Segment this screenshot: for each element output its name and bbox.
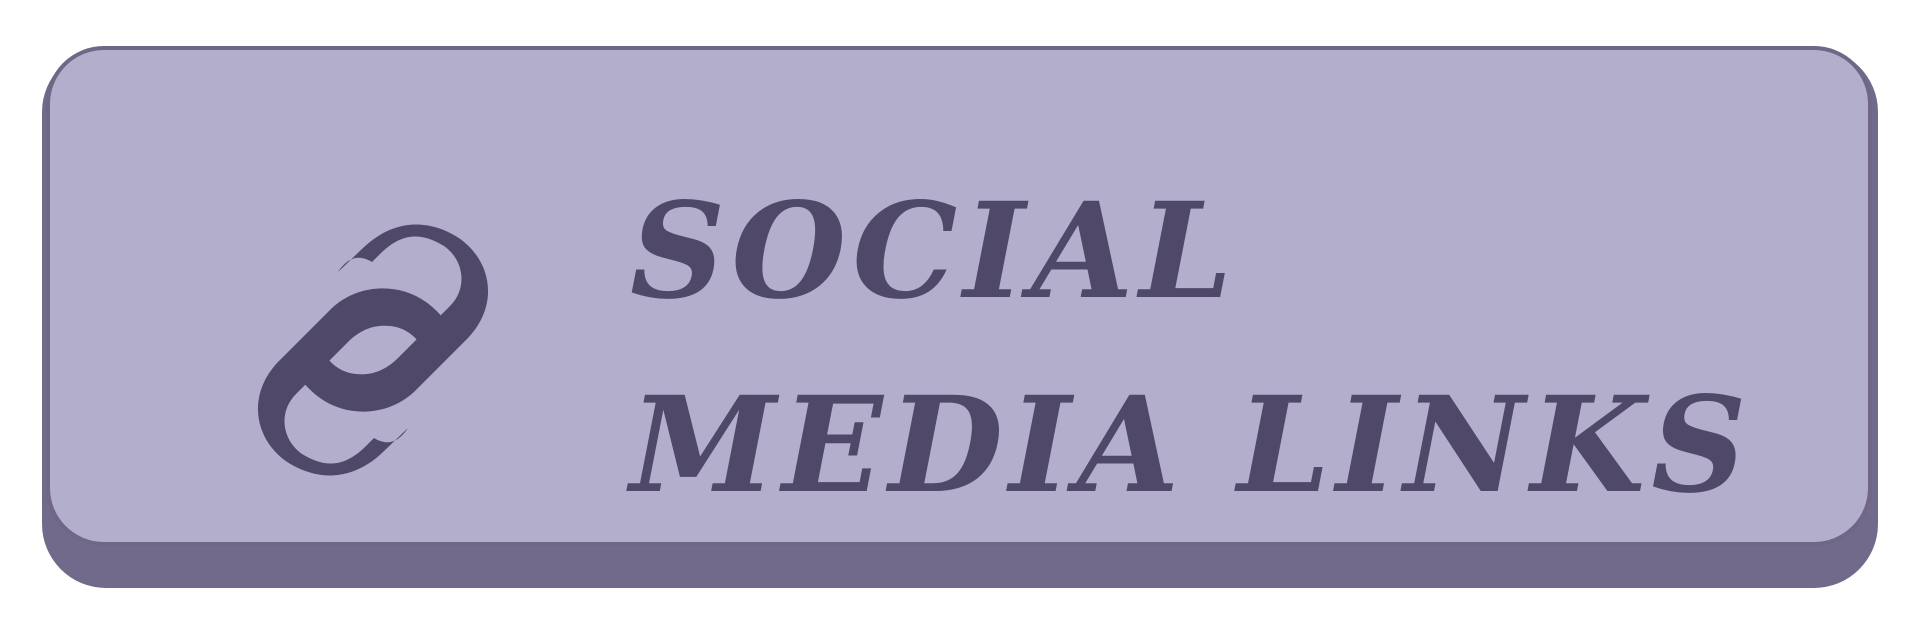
- social-media-links-button[interactable]: SOCIAL MEDIA LINKS: [46, 46, 1872, 546]
- title-line-1: SOCIAL: [630, 174, 1239, 329]
- link-chain-icon: [257, 224, 489, 476]
- button-label: SOCIAL MEDIA LINKS: [630, 168, 1870, 528]
- title-line-2: MEDIA LINKS: [630, 368, 1753, 523]
